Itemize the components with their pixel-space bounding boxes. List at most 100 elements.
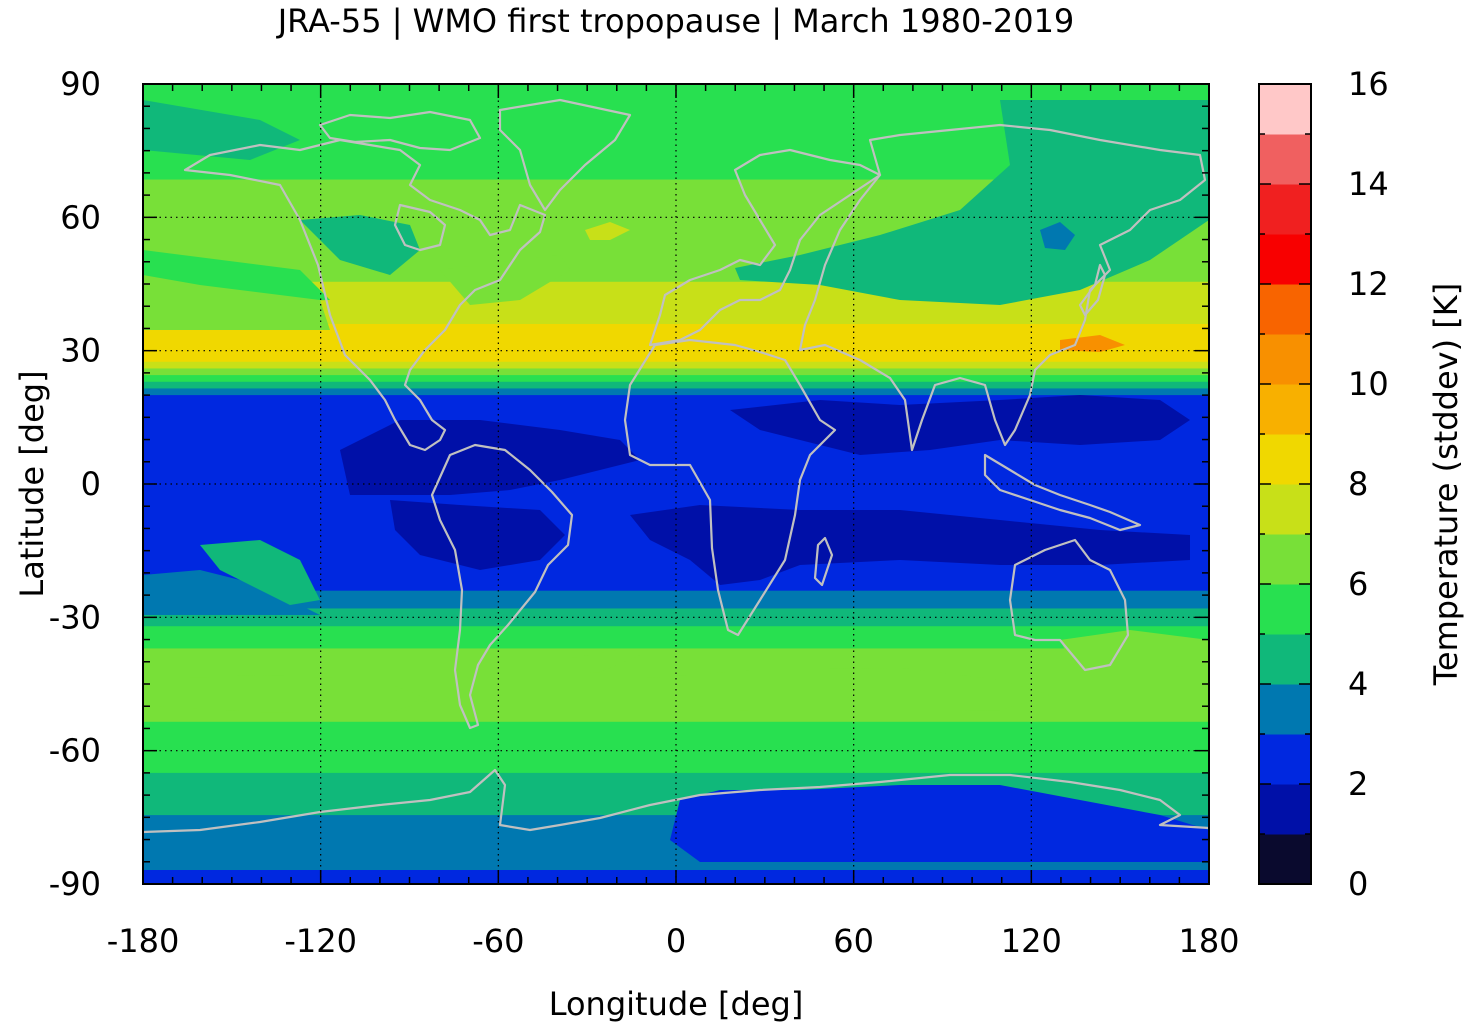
field-band bbox=[143, 312, 1209, 316]
field-band bbox=[143, 346, 1209, 350]
colorbar-swatch bbox=[1259, 484, 1311, 535]
field-band bbox=[143, 437, 1209, 441]
field-anomaly bbox=[670, 785, 1209, 862]
colorbar-swatch bbox=[1259, 834, 1311, 885]
field-band bbox=[143, 601, 1209, 605]
colorbar-tick-label: 10 bbox=[1348, 365, 1389, 403]
field-band bbox=[143, 477, 1209, 481]
field-anomaly bbox=[620, 668, 1050, 712]
plot-area bbox=[143, 84, 1209, 884]
field-band bbox=[143, 184, 1209, 187]
field-band bbox=[143, 306, 1209, 310]
field-band bbox=[143, 326, 1209, 330]
field-band bbox=[143, 277, 1209, 281]
field-band bbox=[143, 799, 1209, 803]
colorbar-swatch bbox=[1259, 284, 1311, 335]
field-band bbox=[143, 430, 1209, 434]
coastline-madagascar bbox=[813, 536, 834, 587]
field-band bbox=[143, 577, 1209, 581]
field-band bbox=[143, 850, 1209, 854]
field-band bbox=[143, 741, 1209, 745]
field-band bbox=[143, 384, 1209, 387]
field-band bbox=[143, 370, 1209, 374]
field-band bbox=[143, 119, 1209, 123]
field-band bbox=[143, 388, 1209, 392]
field-band bbox=[143, 146, 1209, 150]
colorbar-swatch bbox=[1259, 684, 1311, 735]
field-band bbox=[143, 630, 1209, 634]
colorbar-label: Temperature (stddev) [K] bbox=[1427, 283, 1465, 686]
field-band bbox=[143, 332, 1209, 336]
field-band bbox=[143, 719, 1209, 723]
colorbar-ticks bbox=[1259, 83, 1311, 885]
field-band bbox=[143, 599, 1209, 603]
field-band bbox=[143, 246, 1209, 250]
field-band bbox=[143, 855, 1209, 858]
field-band bbox=[143, 210, 1209, 214]
field-band bbox=[143, 115, 1209, 118]
field-band bbox=[143, 159, 1209, 163]
field-band bbox=[143, 588, 1209, 592]
field-band bbox=[143, 575, 1209, 578]
field-band bbox=[143, 428, 1209, 432]
field-band bbox=[143, 104, 1209, 107]
field-band bbox=[143, 755, 1209, 758]
field-band bbox=[143, 195, 1209, 198]
field-band bbox=[143, 724, 1209, 727]
field-band bbox=[143, 757, 1209, 761]
field-band bbox=[143, 164, 1209, 167]
field-band bbox=[143, 472, 1209, 476]
colorbar-tick-label: 8 bbox=[1348, 465, 1368, 503]
axis-ticks bbox=[142, 83, 1210, 885]
field-band bbox=[143, 224, 1209, 227]
field-band bbox=[143, 406, 1209, 410]
field-band bbox=[143, 808, 1209, 812]
field-band bbox=[143, 664, 1209, 667]
coastline-north-america bbox=[183, 138, 547, 452]
field-band bbox=[143, 812, 1209, 816]
field-band bbox=[143, 152, 1209, 156]
field-band bbox=[143, 190, 1209, 194]
field-band bbox=[143, 217, 1209, 221]
coastline-hudson-bay bbox=[393, 203, 447, 252]
field-band bbox=[143, 788, 1209, 792]
field-band bbox=[143, 315, 1209, 318]
field-band bbox=[143, 101, 1209, 105]
field-anomaly bbox=[143, 675, 430, 715]
field-band bbox=[143, 299, 1209, 303]
colorbar-swatch bbox=[1259, 584, 1311, 635]
field-band bbox=[143, 439, 1209, 443]
field-band bbox=[143, 559, 1209, 563]
field-band bbox=[143, 615, 1209, 618]
field-band bbox=[143, 564, 1209, 567]
field-band bbox=[143, 499, 1209, 503]
field-band bbox=[143, 208, 1209, 212]
field-band bbox=[143, 604, 1209, 607]
field-anomaly bbox=[143, 275, 330, 330]
x-tick-label: 60 bbox=[833, 922, 874, 960]
field-band bbox=[143, 652, 1209, 656]
colorbar-swatch bbox=[1259, 234, 1311, 285]
field-band bbox=[143, 168, 1209, 172]
field-band bbox=[143, 232, 1209, 236]
field-band bbox=[143, 708, 1209, 712]
field-band bbox=[143, 201, 1209, 205]
field-band bbox=[143, 137, 1209, 141]
field-band bbox=[143, 735, 1209, 738]
field-band bbox=[143, 657, 1209, 661]
field-band bbox=[143, 417, 1209, 421]
field-band bbox=[143, 250, 1209, 254]
field-band bbox=[143, 241, 1209, 245]
field-band bbox=[143, 244, 1209, 247]
field-band bbox=[143, 128, 1209, 132]
field-band bbox=[143, 348, 1209, 352]
grid-lines bbox=[143, 84, 1209, 884]
field-band bbox=[143, 344, 1209, 347]
field-band bbox=[143, 108, 1209, 112]
field-band bbox=[143, 335, 1209, 338]
field-band bbox=[143, 810, 1209, 814]
field-band bbox=[143, 415, 1209, 418]
field-band bbox=[143, 459, 1209, 463]
field-band bbox=[143, 97, 1209, 101]
field-band bbox=[143, 426, 1209, 430]
